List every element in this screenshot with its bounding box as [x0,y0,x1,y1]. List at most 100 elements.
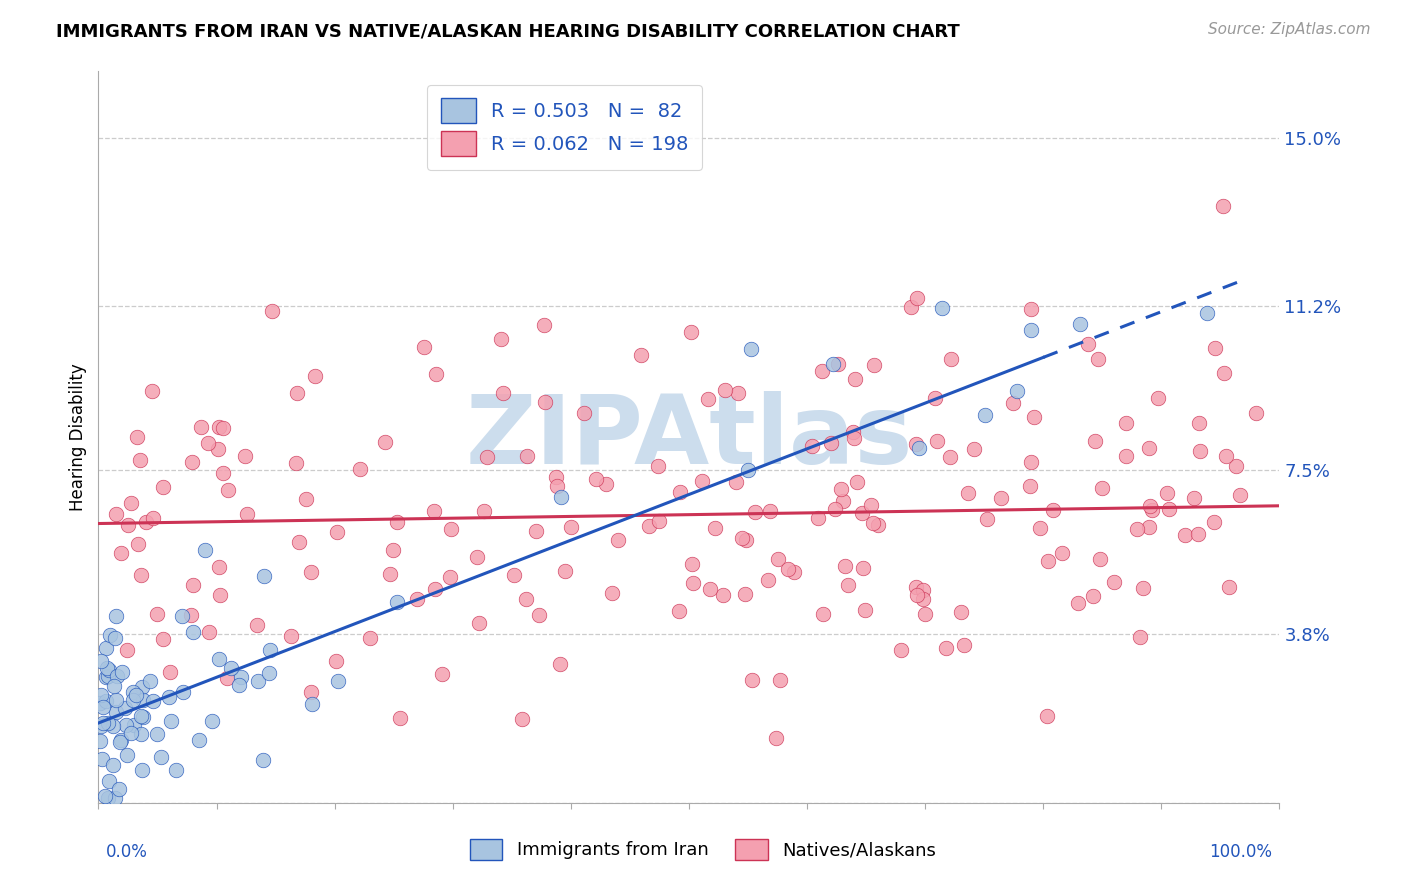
Point [105,608,128,623]
Point [976,512,998,526]
Point [811,607,834,621]
Point [138,674,160,689]
Point [183,625,205,640]
Point [1156,485,1178,500]
Point [97,663,120,677]
Point [120,496,142,510]
Point [668,604,690,618]
Point [1042,503,1064,517]
Point [950,605,973,619]
Legend: R = 0.503   N =  82, R = 0.062   N = 198: R = 0.503 N = 82, R = 0.062 N = 198 [427,85,702,169]
Point [98,628,121,642]
Point [381,543,404,558]
Point [735,533,758,547]
Point [824,502,846,516]
Point [149,750,172,764]
Point [236,507,259,521]
Point [1067,596,1090,610]
Point [406,592,429,607]
Point [233,449,256,463]
Point [166,763,188,777]
Point [252,753,274,767]
Point [152,480,174,494]
Point [440,522,463,536]
Point [90,719,112,733]
Point [105,668,128,682]
Point [211,466,233,480]
Point [285,456,308,470]
Point [90,688,112,702]
Point [374,435,396,450]
Point [690,474,713,488]
Point [97,716,120,731]
Point [696,392,718,407]
Point [1188,417,1211,431]
Point [108,735,131,749]
Point [527,607,550,622]
Point [904,580,927,594]
Point [714,383,737,397]
Point [914,607,936,622]
Point [385,594,408,608]
Point [682,575,704,590]
Point [1087,352,1109,367]
Text: 100.0%: 100.0% [1209,843,1272,861]
Point [253,569,276,583]
Point [115,747,138,762]
Point [1081,589,1104,603]
Point [544,470,567,484]
Point [468,616,491,631]
Point [607,533,630,547]
Point [851,561,873,575]
Point [974,408,997,422]
Point [104,791,127,805]
Point [208,419,231,434]
Text: ZIPAtlas: ZIPAtlas [465,391,912,483]
Point [744,505,766,519]
Point [170,608,193,623]
Point [931,301,953,315]
Point [1129,630,1152,644]
Point [301,698,323,712]
Point [97,774,120,789]
Point [1084,434,1107,449]
Point [503,568,526,582]
Point [679,325,702,339]
Point [326,674,349,689]
Point [1174,528,1197,542]
Point [834,559,856,574]
Point [953,638,976,652]
Point [142,511,165,525]
Point [727,386,749,401]
Point [423,504,446,518]
Point [108,782,131,797]
Point [1215,449,1237,463]
Point [554,565,576,579]
Point [863,359,886,373]
Point [104,705,127,719]
Point [110,546,132,560]
Point [207,442,229,456]
Y-axis label: Hearing Disability: Hearing Disability [69,363,87,511]
Point [465,549,488,564]
Point [104,693,127,707]
Point [1137,520,1160,534]
Point [96,661,118,675]
Point [1159,502,1181,516]
Point [259,643,281,657]
Point [246,618,269,632]
Point [135,516,157,530]
Point [142,694,165,708]
Point [90,654,112,668]
Point [1052,546,1074,560]
Point [585,472,607,486]
Point [96,640,118,655]
Point [299,565,322,579]
Point [1077,337,1099,351]
Point [765,731,787,745]
Point [179,608,201,623]
Point [595,477,617,491]
Point [122,718,145,732]
Point [515,592,537,607]
Point [905,291,928,305]
